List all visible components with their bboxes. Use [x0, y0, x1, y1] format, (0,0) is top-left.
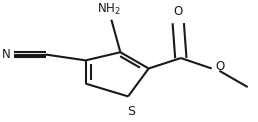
- Text: O: O: [174, 5, 183, 19]
- Text: S: S: [127, 105, 135, 118]
- Text: O: O: [215, 60, 225, 73]
- Text: NH$_2$: NH$_2$: [97, 2, 121, 17]
- Text: N: N: [2, 48, 11, 61]
